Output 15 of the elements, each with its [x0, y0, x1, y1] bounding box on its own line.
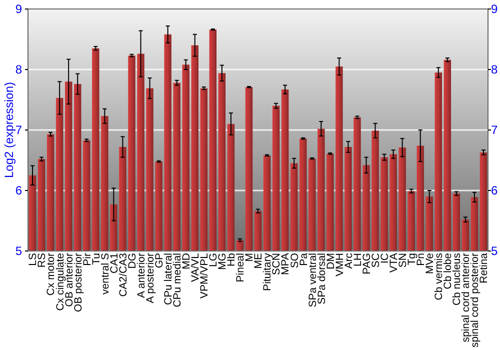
- y-tick-label: 5: [15, 244, 22, 258]
- y2-tick-label: 6: [491, 183, 498, 198]
- y-tick-label: 7: [15, 122, 22, 137]
- y-tick-label: 8: [15, 62, 22, 76]
- y-tick-label: 6: [15, 183, 22, 198]
- x-tick-label: MVe: [424, 252, 436, 274]
- x-tick-label: CPu medial: [172, 253, 184, 308]
- y2-tick-label: 7: [491, 122, 498, 137]
- x-tick-label: Tg: [406, 252, 418, 266]
- y2-tick-label: 5: [491, 244, 498, 258]
- y2-tick-label: 8: [491, 62, 498, 76]
- y-axis-title: Log2 (expression): [2, 82, 16, 178]
- y-tick-label: 9: [15, 2, 22, 16]
- y2-tick-label: 9: [491, 2, 498, 16]
- x-tick-label: RS: [36, 253, 48, 268]
